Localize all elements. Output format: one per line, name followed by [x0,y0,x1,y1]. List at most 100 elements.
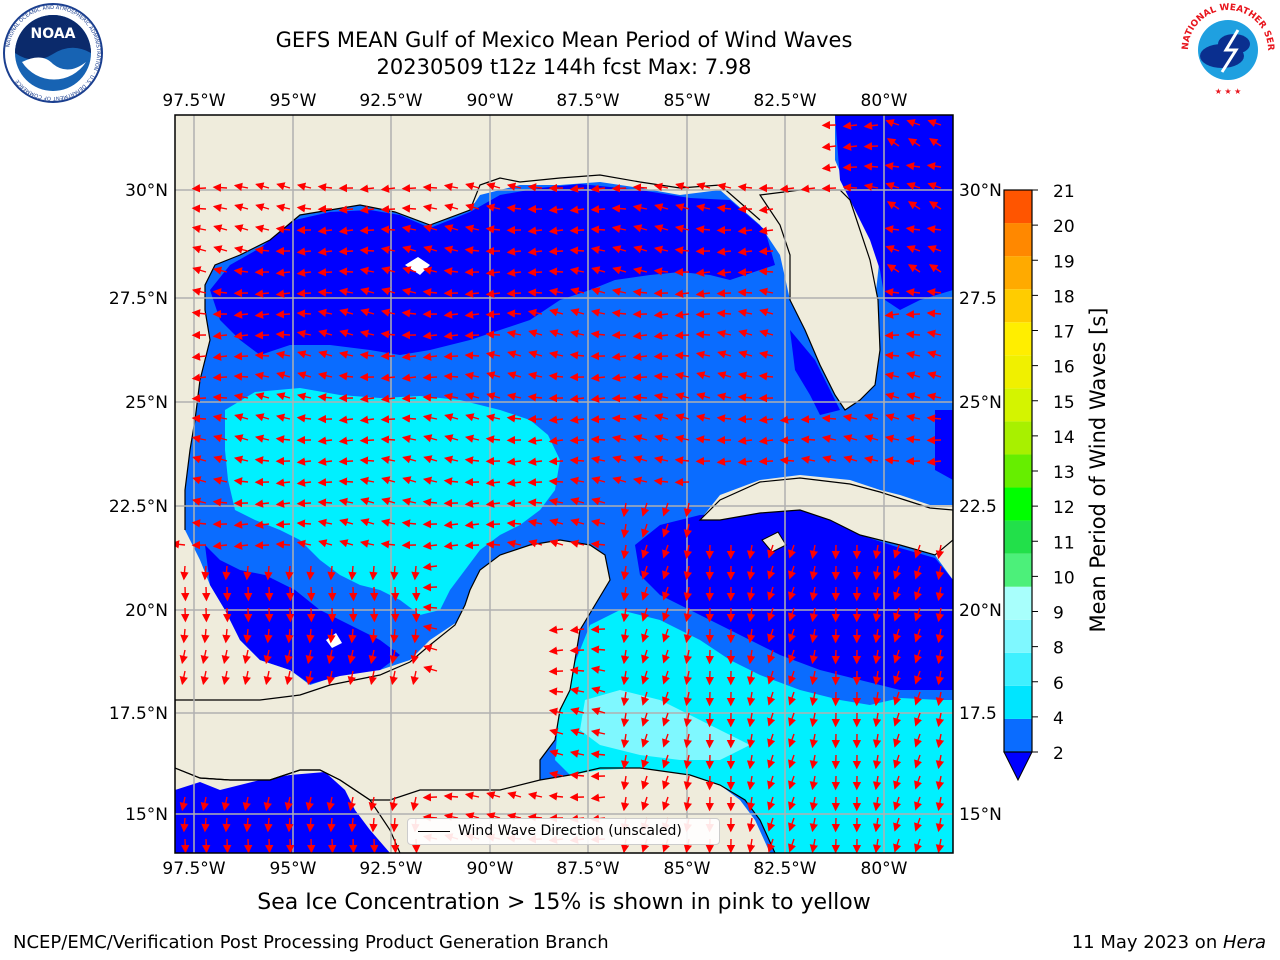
legend-line-sample [418,831,450,832]
wind-arrow [683,523,692,539]
wind-arrow [872,691,882,707]
wind-arrow [401,373,417,382]
wind-arrow [527,478,543,487]
period-region-high-central [225,388,560,615]
wind-arrow [317,436,333,445]
wind-arrow [549,749,564,758]
colorbar-segment [1004,256,1032,290]
wind-arrow [213,224,228,233]
wind-arrow [570,518,585,527]
wind-arrow [842,121,858,130]
wind-arrow [401,414,417,423]
wind-arrow [716,289,732,298]
wind-arrow [906,182,921,190]
wind-arrow [369,817,378,833]
wind-arrow [339,308,354,317]
wind-arrow [275,435,291,444]
wind-arrow [654,413,669,422]
wind-arrow [872,817,882,833]
wind-arrow [548,707,564,716]
wind-arrow [401,224,417,233]
wind-arrow [212,183,228,192]
wind-arrow [423,224,438,233]
wind-arrow [254,456,270,465]
wind-arrow [591,287,606,296]
wind-arrow [914,775,923,790]
wind-arrow [632,352,648,361]
wind-arrow [788,775,797,790]
wind-arrow [906,392,921,401]
wind-arrow [914,586,923,601]
wind-arrow [884,456,900,465]
wind-arrow [569,184,585,193]
wind-arrow [200,796,209,812]
colorbar-segment [1004,586,1032,620]
wind-arrow [263,649,272,665]
wind-arrow [569,351,585,360]
wind-arrow [465,413,480,422]
wind-arrow [885,119,900,128]
wind-arrow [485,289,501,298]
wind-arrow [423,455,438,464]
wind-arrow [527,457,543,466]
wind-arrow [422,498,438,507]
wind-arrow [410,649,419,665]
wind-arrow [317,183,333,192]
wind-arrow [914,733,923,748]
wind-arrow [675,392,690,401]
wind-arrow [893,712,902,727]
wind-arrow [758,415,774,424]
wind-arrow [695,289,711,298]
wind-arrow [338,457,354,466]
wind-arrow [872,628,882,644]
wind-arrow [746,775,756,791]
wind-arrow [422,623,438,632]
wind-arrow [590,728,606,737]
wind-arrow [285,565,294,581]
wind-arrow [653,267,669,276]
wind-arrow [872,565,882,581]
wind-arrow [443,352,459,361]
wind-arrow [549,518,564,527]
wind-arrow [695,225,711,234]
wind-arrow [569,456,585,465]
wind-arrow [662,712,670,727]
cuba [698,477,953,556]
wind-arrow [872,586,882,602]
colorbar-tick-label: 9 [1053,604,1064,624]
wind-arrow [885,182,900,190]
wind-arrow [275,310,291,319]
wind-arrow [788,733,797,748]
wind-arrow [907,201,921,210]
wind-arrow [485,330,501,339]
wind-arrow [611,414,627,423]
wind-arrow [683,775,692,791]
lat-tick-label: 25°N [959,393,1002,413]
wind-arrow [422,813,438,822]
wind-arrow [401,309,417,318]
wind-arrow [695,350,711,359]
lon-tick-label: 92.5°W [359,859,422,879]
wind-arrow [506,268,522,277]
wind-arrow [569,476,585,485]
colorbar-tick-label: 4 [1053,709,1064,729]
wind-arrow [360,308,375,317]
wind-arrow [221,670,230,686]
wind-arrow [641,607,650,622]
lat-tick-label: 30°N [959,181,1002,201]
wind-arrow [570,707,585,716]
wind-arrow [759,308,774,317]
wind-arrow [444,413,459,422]
wind-arrow [527,268,543,277]
wind-arrow [716,268,732,277]
wind-arrow [275,225,291,234]
wind-arrow [591,476,606,485]
wind-arrow [200,649,209,665]
wind-arrow [402,476,417,485]
wind-arrow [905,225,921,234]
wind-arrow [620,649,630,665]
colorbar-tick-label: 19 [1053,252,1075,272]
legend-label: Wind Wave Direction (unscaled) [458,823,682,839]
wind-arrow [338,226,354,235]
